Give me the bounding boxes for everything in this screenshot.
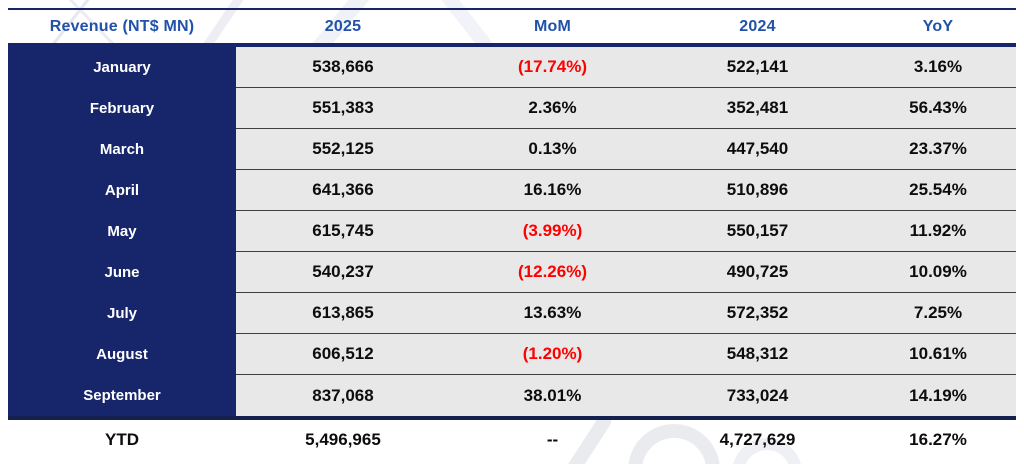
table-row: January 538,666 (17.74%) 522,141 3.16% [8,47,1016,90]
value-cell-mom: (12.26%) [450,252,656,295]
table-row: June 540,237 (12.26%) 490,725 10.09% [8,252,1016,295]
value-cell-2024: 490,725 [655,252,861,295]
value-cell-2024: 733,024 [655,375,860,416]
value-cell-yoy: 10.61% [860,334,1016,375]
ytd-value-mom: -- [546,430,559,449]
value-cell-yoy: 25.54% [860,170,1016,211]
month-cell: March [8,129,236,170]
value-cell-yoy: 14.19% [860,375,1016,416]
month-cell: September [8,375,236,416]
value-cell-mom: (3.99%) [450,211,656,254]
ytd-value-yoy: 16.27% [909,430,967,449]
value-cell-2025: 552,125 [236,129,451,172]
value-cell-2024: 550,157 [655,211,861,254]
value-cell-yoy: 7.25% [860,293,1016,334]
table-row: May 615,745 (3.99%) 550,157 11.92% [8,211,1016,254]
value-cell-2025: 641,366 [236,170,451,213]
value-cell-mom: (17.74%) [450,47,656,90]
value-cell-yoy: 23.37% [860,129,1016,170]
month-cell: January [8,47,236,88]
value-cell-2024: 447,540 [655,129,861,172]
value-cell-2025: 540,237 [236,252,451,295]
value-cell-mom: 13.63% [450,293,656,336]
value-cell-2025: 551,383 [236,88,451,131]
value-cell-yoy: 3.16% [860,47,1016,88]
header-col-2025: 2025 [324,17,362,35]
table-row: February 551,383 2.36% 352,481 56.43% [8,88,1016,131]
table-row: July 613,865 13.63% 572,352 7.25% [8,293,1016,336]
value-cell-mom: 0.13% [450,129,656,172]
value-cell-2025: 615,745 [236,211,451,254]
value-cell-mom: 2.36% [450,88,656,131]
value-cell-2024: 510,896 [655,170,861,213]
table-body: January 538,666 (17.74%) 522,141 3.16% F… [8,47,1016,420]
month-cell: June [8,252,236,293]
month-cell: May [8,211,236,252]
value-cell-2025: 538,666 [236,47,451,90]
value-cell-yoy: 56.43% [860,88,1016,129]
value-cell-2025: 837,068 [236,375,450,416]
month-cell: August [8,334,236,375]
month-cell: July [8,293,236,334]
table-row: August 606,512 (1.20%) 548,312 10.61% [8,334,1016,377]
table-row: March 552,125 0.13% 447,540 23.37% [8,129,1016,172]
value-cell-2024: 572,352 [655,293,861,336]
ytd-total-row: YTD 5,496,965 -- 4,727,629 16.27% [8,420,1016,460]
month-cell: April [8,170,236,211]
monthly-revenue-table: Revenue (NT$ MN) 2025 MoM 2024 YoY Janua… [8,8,1016,460]
header-title: Revenue (NT$ MN) [49,17,195,35]
value-cell-2024: 548,312 [655,334,861,377]
value-cell-mom: 16.16% [450,170,656,213]
value-cell-yoy: 10.09% [860,252,1016,293]
month-cell: February [8,88,236,129]
value-cell-2024: 352,481 [655,88,861,131]
value-cell-mom: (1.20%) [450,334,656,377]
ytd-label: YTD [105,430,139,449]
header-col-mom: MoM [533,17,572,35]
value-cell-2025: 606,512 [236,334,451,377]
ytd-value-2024: 4,727,629 [719,430,796,449]
value-cell-2024: 522,141 [655,47,861,90]
header-col-2024: 2024 [739,17,776,35]
value-cell-mom: 38.01% [450,375,655,416]
ytd-value-2025: 5,496,965 [305,430,381,449]
table-header-row: Revenue (NT$ MN) 2025 MoM 2024 YoY [8,8,1016,47]
value-cell-yoy: 11.92% [860,211,1016,252]
table-row: September 837,068 38.01% 733,024 14.19% [8,375,1016,416]
table-row: April 641,366 16.16% 510,896 25.54% [8,170,1016,213]
header-col-yoy: YoY [922,17,954,35]
value-cell-2025: 613,865 [236,293,451,336]
